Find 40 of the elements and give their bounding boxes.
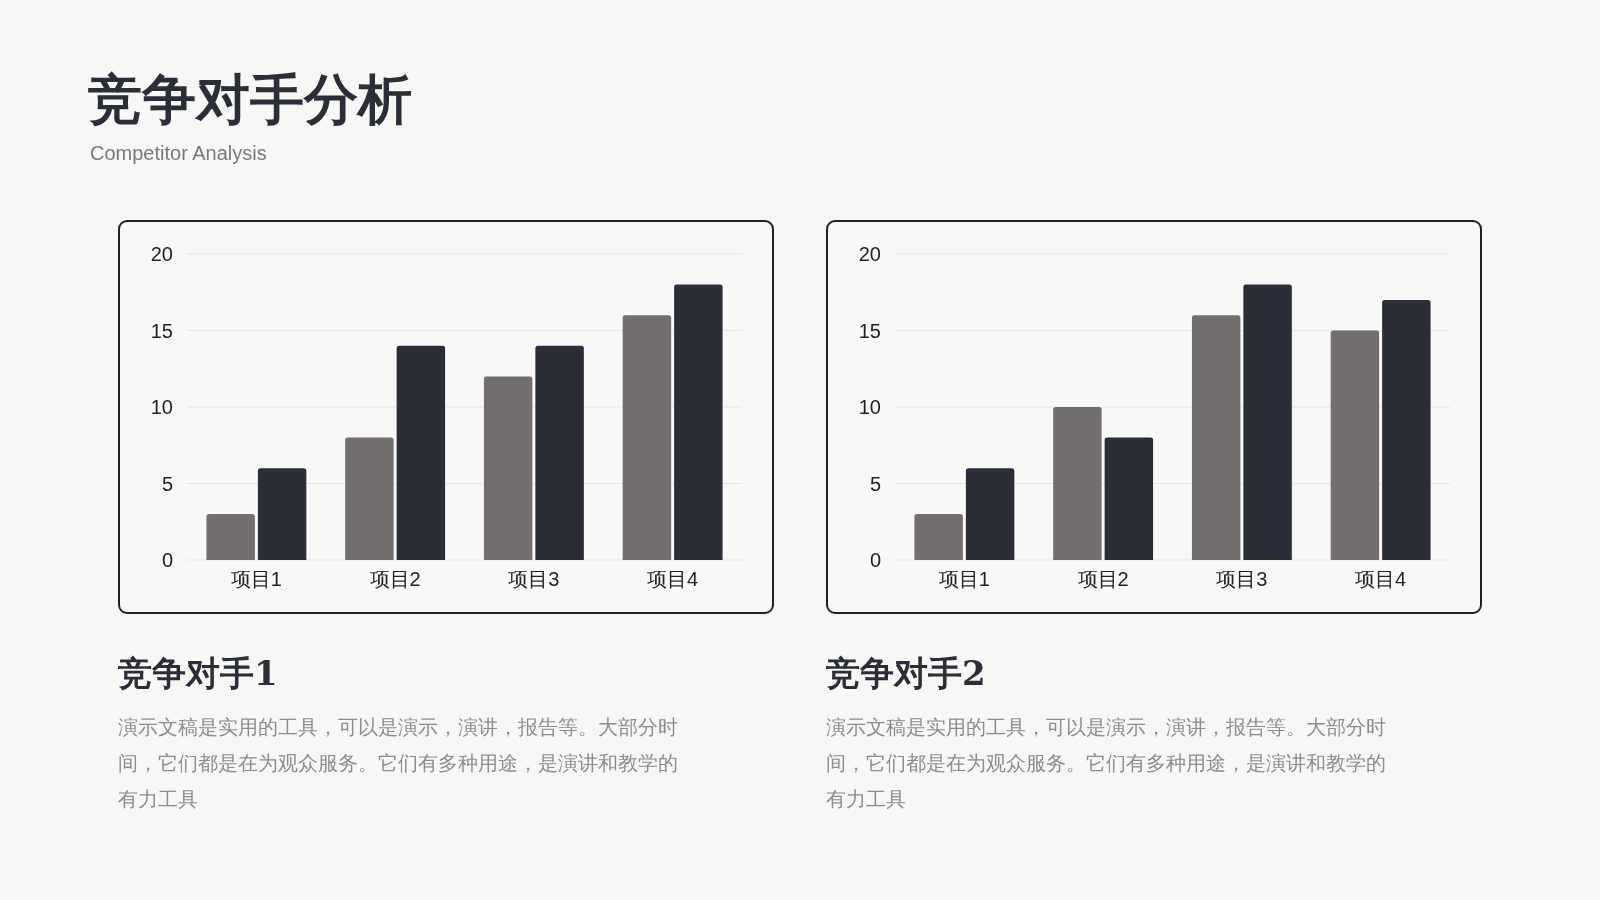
bar [206, 514, 255, 560]
bar [396, 345, 446, 560]
text: 竞争对手分析 [88, 66, 412, 133]
x-tick-label: 项目1 [230, 568, 282, 590]
y-tick-label: 0 [161, 549, 173, 571]
y-tick-label: 0 [869, 549, 881, 571]
bar [1330, 330, 1380, 560]
bar [483, 376, 533, 560]
bar [914, 514, 963, 560]
bar [1191, 315, 1241, 560]
x-tick-label: 项目4 [1355, 568, 1407, 590]
text: 竞争对手1 [118, 652, 278, 695]
bar [1053, 407, 1102, 560]
bar [345, 437, 394, 560]
x-tick-label: 项目2 [1077, 568, 1129, 590]
bar [622, 315, 672, 560]
x-tick-label: 项目3 [1216, 568, 1268, 590]
y-tick-label: 5 [869, 472, 881, 495]
text: 竞争对手2 [826, 652, 986, 695]
x-tick-label: 项目1 [938, 568, 990, 590]
x-tick-label: 项目4 [647, 568, 699, 590]
bar [257, 468, 307, 560]
y-tick-label: 20 [858, 243, 881, 265]
y-tick-label: 20 [150, 243, 173, 265]
text: 演示文稿是实用的工具，可以是演示，演讲，报告等。大部分时间，它们都是在为观众服务。它们有多种用途，是演讲和教学的有力工具 [826, 715, 1387, 812]
y-tick-label: 10 [150, 396, 173, 418]
y-tick-label: 15 [150, 319, 173, 342]
bar [1104, 437, 1154, 560]
y-tick-label: 5 [161, 472, 173, 495]
text: Competitor Analysis [90, 141, 267, 166]
x-tick-label: 项目2 [369, 568, 421, 590]
bar [965, 468, 1015, 560]
bar [1243, 284, 1292, 560]
bar [535, 345, 584, 560]
text: 演示文稿是实用的工具，可以是演示，演讲，报告等。大部分时间，它们都是在为观众服务。它们有多种用途，是演讲和教学的有力工具 [118, 715, 679, 812]
y-tick-label: 10 [858, 396, 881, 418]
bar [1382, 299, 1431, 560]
y-tick-label: 15 [858, 319, 881, 342]
bar [674, 284, 723, 560]
x-tick-label: 项目3 [508, 568, 560, 590]
